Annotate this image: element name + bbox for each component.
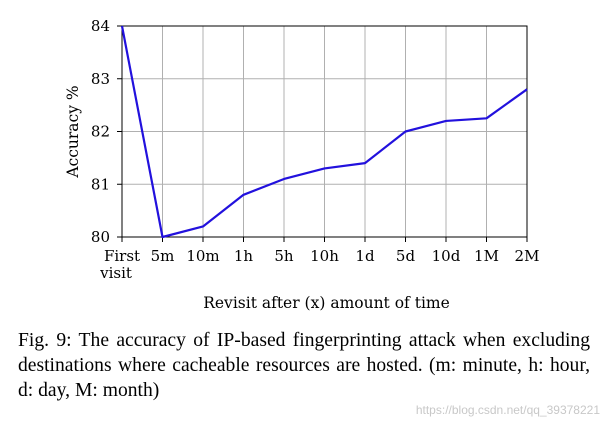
- accuracy-line-chart: 80 81 82 83 84 First visit 5m 10m 1h 5h 10h 1d 5d 10d…: [64, 17, 539, 312]
- y-tick-label: 84: [91, 17, 110, 35]
- x-tick-label: First visit: [99, 247, 140, 282]
- x-tick-label: 5h: [274, 247, 294, 265]
- y-tick-label: 82: [91, 123, 110, 141]
- y-axis-ticks: 80 81 82 83 84: [91, 17, 122, 246]
- x-axis-ticks: First visit 5m 10m 1h 5h 10h 1d 5d 10d 1M 2M: [99, 237, 539, 282]
- series-line: [120, 25, 528, 239]
- watermark: https://blog.csdn.net/qq_39378221: [415, 403, 600, 417]
- y-tick-label: 81: [91, 175, 110, 193]
- x-tick-label: 10m: [186, 247, 219, 265]
- y-tick-label: 83: [91, 70, 110, 88]
- x-tick-label: 1d: [355, 247, 375, 265]
- grid: [121, 25, 528, 238]
- x-axis-label: Revisit after (x) amount of time: [203, 294, 450, 312]
- x-tick-label: 5m: [151, 247, 175, 265]
- y-tick-label: 80: [91, 228, 110, 246]
- x-tick-label: 10d: [432, 247, 461, 265]
- x-tick-label: 1M: [474, 247, 499, 265]
- x-tick-label: 1h: [234, 247, 254, 265]
- x-tick-label: 5d: [396, 247, 416, 265]
- figure-caption: Fig. 9: The accuracy of IP-based fingerp…: [18, 330, 590, 401]
- x-tick-label: 10h: [310, 247, 339, 265]
- x-tick-label: 2M: [515, 247, 540, 265]
- y-axis-label: Accuracy %: [64, 85, 82, 178]
